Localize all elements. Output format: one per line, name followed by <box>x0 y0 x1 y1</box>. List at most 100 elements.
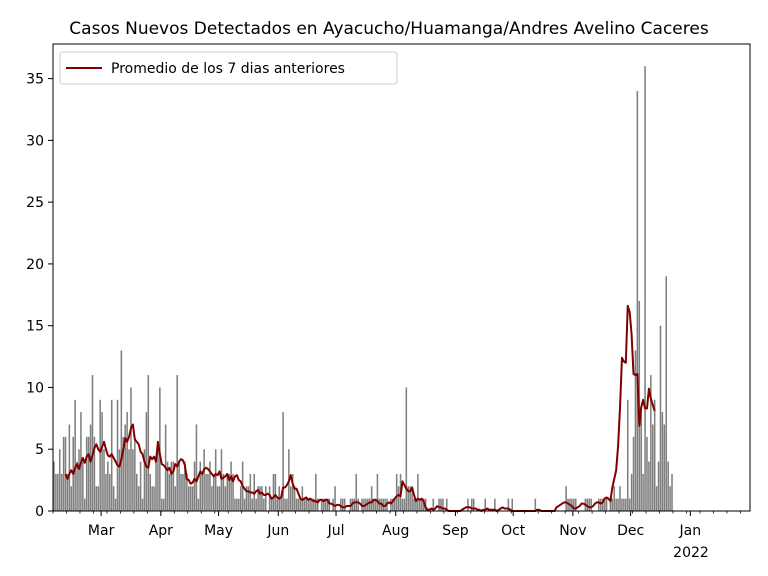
bar <box>284 498 286 511</box>
bar <box>282 412 284 511</box>
bar <box>238 498 240 511</box>
bar <box>374 498 377 511</box>
x-year-label: 2022 <box>673 545 709 561</box>
bar <box>472 498 475 511</box>
bar <box>261 486 263 511</box>
bar <box>257 486 259 511</box>
bar <box>182 473 184 511</box>
bar <box>151 486 153 511</box>
bar <box>130 387 132 511</box>
bar <box>97 486 100 511</box>
bar <box>93 436 96 511</box>
x-tick-label: Sep <box>442 523 469 539</box>
bar <box>205 473 207 511</box>
bar <box>392 498 394 511</box>
bar <box>170 461 173 511</box>
bar <box>571 498 573 511</box>
bar <box>68 424 71 511</box>
bar <box>213 473 215 511</box>
bar <box>120 350 123 511</box>
bar <box>180 473 182 511</box>
bar <box>445 498 448 511</box>
bar <box>209 461 211 511</box>
bar <box>609 498 612 511</box>
bar <box>53 461 55 511</box>
x-tick-label: Oct <box>501 523 526 539</box>
bar <box>619 486 621 511</box>
bar <box>186 473 188 511</box>
bar <box>226 473 229 511</box>
bar <box>409 486 411 511</box>
bar <box>291 473 294 511</box>
bar <box>613 486 616 511</box>
bar <box>322 498 325 511</box>
bar <box>268 486 271 511</box>
bar <box>155 461 157 511</box>
bar <box>122 436 125 511</box>
bar <box>128 449 130 511</box>
bar <box>573 498 575 511</box>
bar <box>301 486 304 511</box>
x-axis: Mar Apr May Jun Jul Aug Sep Oct Nov Dec Jan <box>52 511 741 539</box>
bar <box>626 399 629 511</box>
bar <box>161 498 163 511</box>
bar <box>64 436 67 511</box>
bar <box>105 473 107 511</box>
bar <box>245 486 248 511</box>
bar <box>76 461 78 511</box>
bar <box>646 436 648 511</box>
bar <box>184 461 186 511</box>
bar <box>195 424 198 511</box>
bar <box>55 473 57 511</box>
bar <box>211 486 213 511</box>
bar <box>114 498 117 511</box>
bar <box>168 473 171 511</box>
bar <box>251 498 254 511</box>
bar <box>511 498 513 511</box>
y-tick-label: 10 <box>26 380 44 396</box>
bar <box>276 498 279 511</box>
bar <box>415 498 417 511</box>
bar <box>66 473 69 511</box>
bar <box>471 498 473 511</box>
y-tick-label: 30 <box>26 133 44 149</box>
x-tick-label: May <box>204 523 233 539</box>
average-line-group <box>64 304 656 512</box>
bar <box>272 473 275 511</box>
bar <box>403 498 406 511</box>
bar <box>137 486 140 511</box>
legend: Promedio de los 7 dias anteriores <box>59 51 398 85</box>
bar <box>101 412 103 511</box>
y-axis: 0 5 10 15 20 25 30 35 <box>26 72 53 520</box>
bar <box>378 498 381 511</box>
bar <box>615 498 617 511</box>
bar <box>432 498 435 511</box>
bar <box>422 498 425 511</box>
legend-box <box>59 51 398 85</box>
bar <box>145 412 148 511</box>
bar <box>630 473 633 511</box>
bar <box>166 461 169 511</box>
x-tick-label: Aug <box>382 523 409 539</box>
bar <box>109 473 111 511</box>
bar <box>603 498 606 511</box>
bar <box>357 498 359 511</box>
bar <box>420 498 423 511</box>
bar <box>342 498 344 511</box>
bar <box>280 498 282 511</box>
bar <box>286 498 288 511</box>
bar <box>218 486 221 511</box>
bar <box>671 473 673 511</box>
bar <box>299 498 302 511</box>
bar <box>243 498 246 511</box>
bar <box>274 473 277 511</box>
x-tick-label: Nov <box>559 523 586 539</box>
bar <box>311 498 313 511</box>
x-tick-label: Dec <box>617 523 644 539</box>
bar <box>507 498 510 511</box>
bar <box>600 498 602 511</box>
bar <box>632 436 635 511</box>
bar <box>442 498 444 511</box>
x-tick-label: Apr <box>149 523 173 539</box>
